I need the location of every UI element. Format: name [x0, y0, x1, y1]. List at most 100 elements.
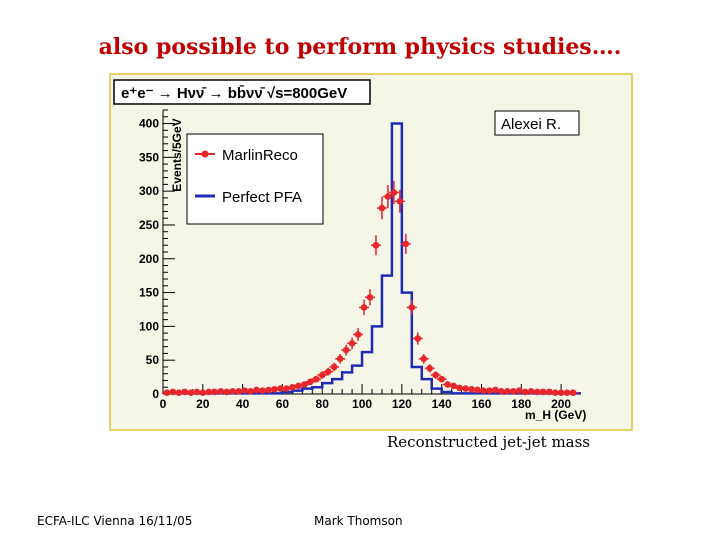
marlin-point: [324, 368, 332, 375]
marlin-point: [366, 294, 374, 301]
marlin-point: [247, 387, 254, 395]
marlin-point: [521, 388, 529, 396]
mass-histogram-chart: e⁺e⁻ → Hνν̄ → bb̄νν̄ √s=800GeV Alexei R.…: [113, 79, 586, 422]
marlin-point: [504, 387, 511, 395]
marlin-point: [241, 387, 248, 394]
marlin-point: [480, 387, 487, 394]
marlin-point: [295, 382, 302, 390]
marlin-point: [223, 388, 230, 396]
marlin-point: [229, 387, 236, 395]
chart-title: e⁺e⁻ → Hνν̄ → bb̄νν̄ √s=800GeV: [121, 84, 347, 102]
marlin-point: [384, 193, 392, 200]
marlin-point: [235, 387, 242, 395]
marlin-point: [205, 388, 213, 396]
y-tick-label: 0: [152, 387, 159, 401]
marlin-point: [414, 335, 422, 342]
marlin-point: [348, 339, 356, 347]
marlin-point: [510, 387, 517, 395]
legend-marlin-label: MarlinReco: [222, 147, 298, 164]
marlin-point: [408, 304, 416, 311]
marlin-point: [289, 383, 296, 391]
legend-marlin-marker: [201, 150, 209, 158]
footer-author: Mark Thomson: [314, 514, 403, 528]
x-tick-label: 140: [432, 397, 452, 411]
marlin-point: [181, 388, 189, 396]
x-tick-label: 200: [551, 397, 571, 411]
y-tick-label: 250: [139, 218, 159, 232]
marlin-point: [426, 365, 434, 372]
marlin-point: [253, 386, 260, 394]
x-tick-label: 180: [511, 397, 531, 411]
y-tick-label: 50: [146, 353, 160, 367]
marlin-point: [175, 389, 183, 396]
marlin-point: [390, 189, 398, 196]
marlin-point: [402, 240, 410, 248]
credit-label: Alexei R.: [501, 116, 561, 133]
marlin-point: [199, 389, 207, 396]
footer-event: ECFA-ILC Vienna 16/11/05: [37, 514, 193, 528]
marlin-point: [360, 304, 368, 311]
marlin-point: [277, 385, 284, 392]
marlin-point: [169, 388, 177, 396]
marlin-point: [271, 385, 278, 393]
credit-box: [494, 110, 580, 136]
marlin-point: [545, 388, 553, 396]
marlin-point: [217, 387, 225, 395]
x-tick-label: 120: [392, 397, 412, 411]
x-tick-label: 160: [471, 397, 491, 411]
marlin-point: [539, 388, 547, 396]
marlin-point: [336, 355, 344, 363]
marlin-point: [342, 346, 350, 354]
marlin-point: [533, 388, 541, 396]
x-tick-label: 60: [276, 397, 290, 411]
marlin-point: [306, 378, 314, 386]
marlin-point: [468, 385, 475, 393]
marlin-point: [498, 387, 505, 395]
x-tick-label: 0: [160, 397, 167, 411]
marlin-point: [492, 386, 499, 394]
marlin-point: [444, 381, 451, 388]
chart-title-box: [113, 79, 371, 105]
y-tick-label: 400: [139, 117, 159, 131]
x-axis-label: m_H (GeV): [525, 408, 586, 422]
marlin-point: [265, 386, 272, 394]
marlin-point: [557, 389, 565, 396]
marlin-point: [486, 387, 493, 394]
marlin-point: [396, 197, 404, 205]
marlin-point: [515, 387, 523, 394]
marlin-point: [438, 375, 445, 383]
legend-marlin: MarlinReco: [195, 147, 298, 164]
marlin-point: [462, 385, 469, 392]
marlin-point: [283, 385, 290, 392]
y-tick-label: 350: [139, 150, 159, 164]
marlin-point: [456, 384, 463, 392]
figure-caption: Reconstructed jet-jet mass: [387, 433, 591, 451]
legend-perfect: Perfect PFA: [195, 189, 302, 206]
marlin-point: [420, 355, 428, 363]
y-axis-label: Events/5GeV: [170, 118, 184, 191]
x-tick-label: 80: [316, 397, 330, 411]
y-tick-label: 300: [139, 184, 159, 198]
marlin-point: [474, 386, 481, 394]
marlin-point: [193, 388, 201, 396]
marlin-point: [563, 389, 571, 396]
y-tick-label: 150: [139, 286, 159, 300]
legend-perfect-label: Perfect PFA: [222, 189, 302, 206]
marlin-point: [318, 371, 326, 379]
perfect-pfa-step-line: [163, 122, 581, 395]
marlin-point: [372, 241, 380, 249]
marlin-point: [330, 363, 338, 371]
y-tick-label: 200: [139, 252, 159, 266]
marlin-point: [301, 381, 308, 388]
x-tick-label: 100: [352, 397, 372, 411]
x-tick-label: 40: [236, 397, 250, 411]
marlin-point: [312, 375, 320, 383]
marlin-point: [163, 389, 171, 396]
figure-frame: e⁺e⁻ → Hνν̄ → bb̄νν̄ √s=800GeV Alexei R.…: [109, 73, 633, 431]
x-tick-label: 20: [196, 397, 210, 411]
legend-box: [186, 133, 324, 225]
marlin-point: [569, 389, 577, 396]
marlin-point: [354, 331, 362, 338]
marlin-point: [527, 387, 535, 395]
marlin-point: [211, 388, 219, 396]
